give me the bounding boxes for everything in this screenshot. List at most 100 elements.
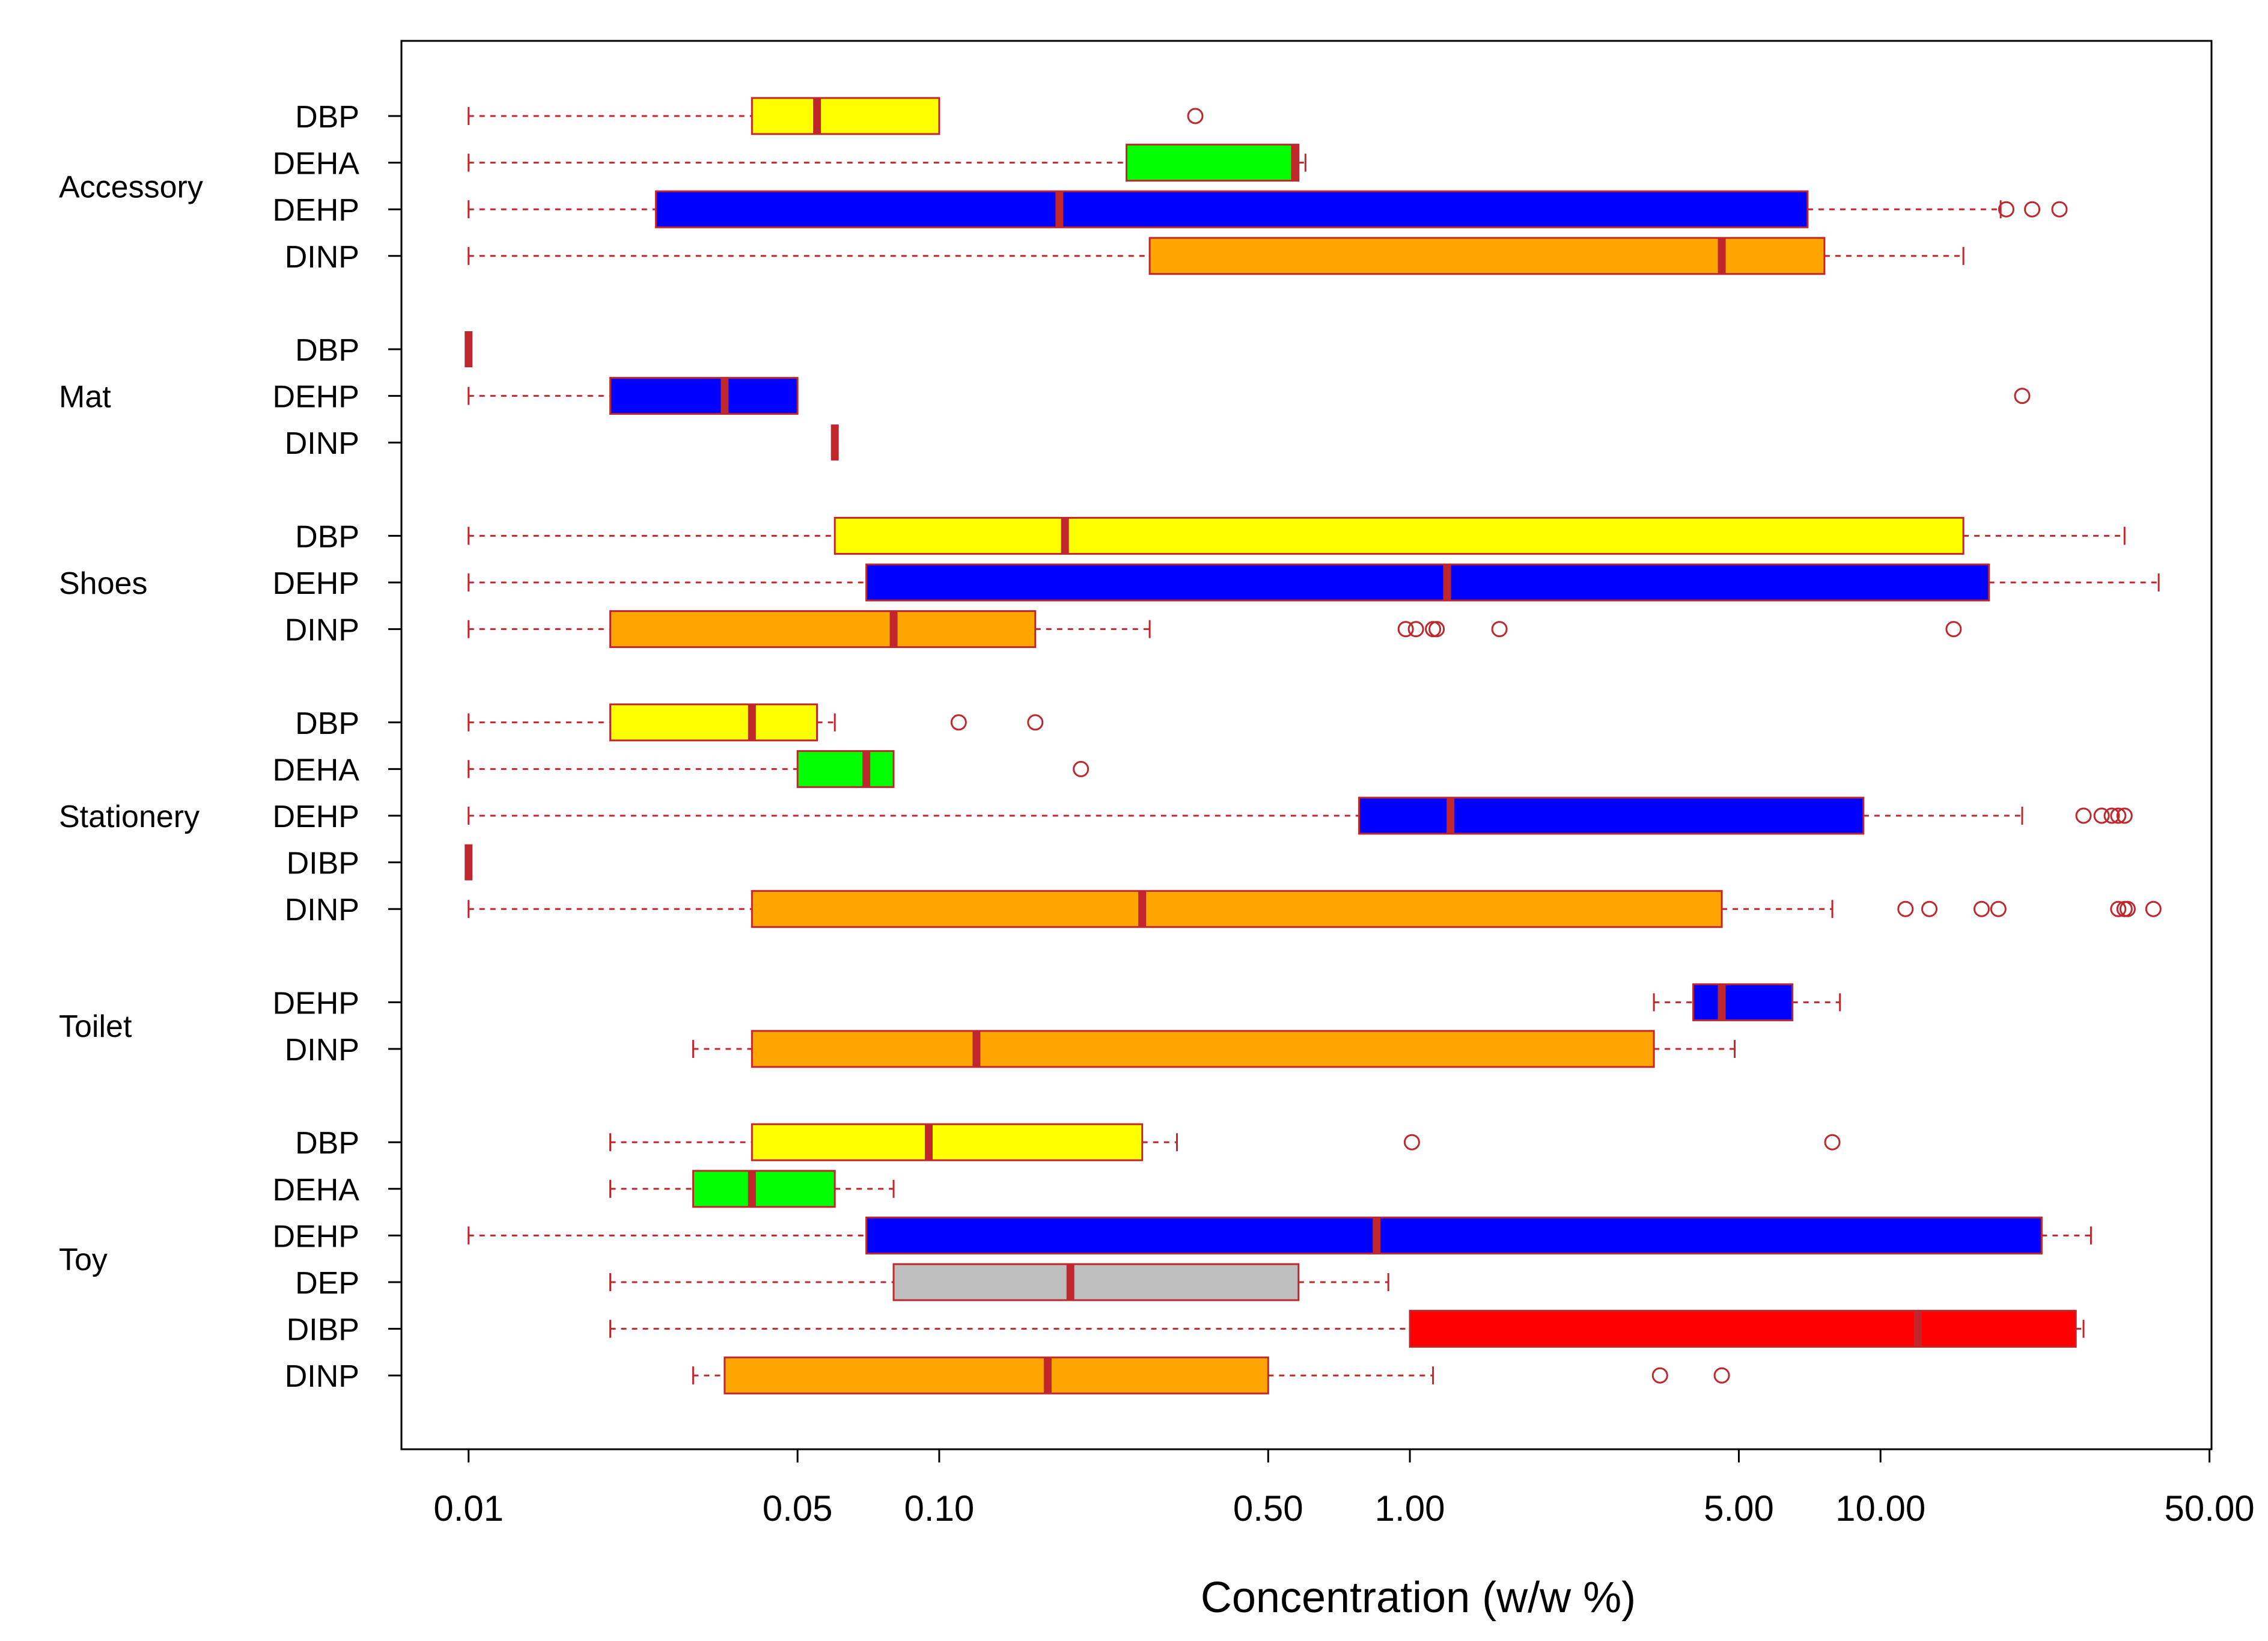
group-label-stationery: Stationery [59,799,200,834]
x-tick-label: 10.00 [1835,1488,1925,1529]
outlier-point [1651,1367,1668,1384]
box-mat-dinp [831,424,839,461]
outlier-point [1973,900,1990,917]
box-stationery-deha [468,750,1090,788]
outlier-point [1990,900,2007,917]
x-tick-label: 0.05 [763,1488,833,1529]
median-bar [1373,1217,1381,1254]
box-accessory-dbp [468,97,1204,135]
row-label-toy-dinp: DINP [285,1359,359,1394]
row-label-accessory-deha: DEHA [273,147,360,182]
box-iqr [1358,796,1865,835]
outlier-point [2051,201,2068,218]
outlier-point [1897,900,1914,917]
outlier-point [2119,900,2136,917]
box-toy-dep [609,1263,1389,1301]
outlier-point [1428,621,1445,638]
row-label-mat-dinp: DINP [285,426,359,461]
median-bar [972,1031,981,1067]
median-bar [1291,144,1299,181]
row-label-toilet-dehp: DEHP [273,986,359,1021]
x-tick-label: 5.00 [1704,1488,1774,1529]
group-label-accessory: Accessory [59,170,203,204]
row-label-shoes-dinp: DINP [285,613,359,648]
box-iqr [692,1170,836,1208]
box-iqr [1692,983,1794,1021]
median-bar [1061,518,1069,554]
box-iqr [751,890,1723,928]
outlier-point [2145,900,2162,917]
box-iqr [892,1263,1300,1301]
outlier-point [2075,807,2092,824]
outlier-point [1713,1367,1730,1384]
outlier-point [1945,621,1962,638]
median-bar [924,1124,933,1161]
box-iqr [834,516,1965,555]
row-label-stationery-dinp: DINP [285,893,359,927]
median-bar [1138,891,1147,927]
box-mat-dbp [465,331,473,367]
median-bar [1913,1310,1922,1347]
outlier-point [2014,388,2031,405]
group-label-toilet: Toilet [59,1009,132,1044]
box-iqr [654,190,1809,228]
box-iqr [751,97,940,135]
x-tick-label: 50.00 [2165,1488,2255,1529]
median-bar [889,611,898,647]
median-bar [1446,798,1455,834]
box-iqr [724,1356,1269,1395]
outlier-point [2103,807,2120,824]
box-toy-dbp [609,1123,1841,1161]
x-tick-label: 0.50 [1233,1488,1303,1529]
box-toilet-dinp [692,1030,1736,1068]
box-iqr [1409,1310,2077,1348]
row-label-mat-dbp: DBP [295,333,359,368]
x-tick-label: 1.00 [1375,1488,1445,1529]
box-iqr [865,563,1990,602]
box-stationery-dibp [465,844,473,881]
median-bar [813,98,822,134]
box-accessory-deha [468,144,1306,182]
outlier-point [2110,900,2127,917]
x-tick-label: 0.01 [433,1488,504,1529]
row-label-shoes-dbp: DBP [295,519,359,554]
row-label-accessory-dehp: DEHP [273,193,359,228]
outlier-point [1073,760,1090,777]
group-label-mat: Mat [59,380,111,415]
row-label-stationery-dbp: DBP [295,706,359,741]
x-tick-label: 0.10 [904,1488,975,1529]
outlier-point [950,714,967,731]
box-stationery-dinp [468,890,2162,928]
box-toy-deha [609,1170,895,1208]
median-bar [1055,191,1064,228]
row-label-mat-dehp: DEHP [273,380,359,415]
box-iqr [1126,144,1300,182]
outlier-point [1397,621,1414,638]
row-label-stationery-dehp: DEHP [273,799,359,834]
median-bar [831,424,839,461]
box-toilet-dehp [1653,983,1841,1021]
box-iqr [609,377,799,415]
median-bar [862,751,871,787]
box-toy-dibp [609,1310,2085,1348]
box-iqr [1148,237,1826,275]
box-iqr [609,703,818,742]
median-bar [1066,1264,1075,1300]
outlier-point [1187,108,1204,124]
median-bar [1043,1357,1052,1394]
box-shoes-dbp [468,516,2126,555]
outlier-point [1407,621,1424,638]
group-label-toy: Toy [59,1242,108,1277]
outlier-point [1921,900,1938,917]
box-iqr [609,610,1037,649]
box-iqr [796,750,895,788]
median-bar [721,377,729,414]
median-bar [748,1170,756,1207]
row-label-toy-dibp: DIBP [287,1313,359,1348]
box-toy-dinp [692,1356,1730,1395]
median-bar [1718,984,1726,1021]
outlier-point [2110,807,2127,824]
group-label-shoes: Shoes [59,566,147,601]
row-label-accessory-dinp: DINP [285,240,359,275]
row-label-stationery-dibp: DIBP [287,846,359,881]
